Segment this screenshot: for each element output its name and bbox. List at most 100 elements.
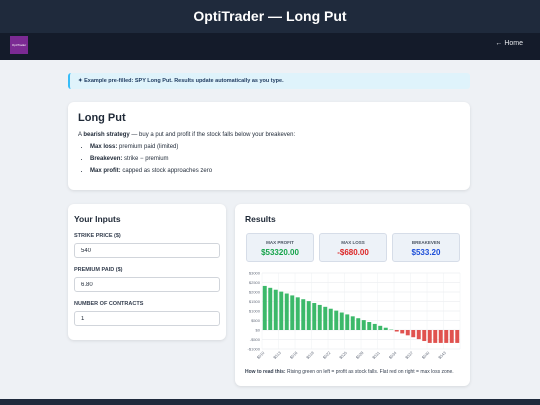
x-tick-label: $540 (421, 350, 431, 360)
bar (268, 287, 273, 330)
bar (416, 330, 421, 340)
bar (279, 291, 284, 330)
contracts-input[interactable] (74, 311, 220, 326)
results-title: Results (245, 214, 276, 224)
x-tick-label: $510 (256, 350, 266, 360)
bar (334, 310, 339, 330)
bold-text: bearish strategy (83, 132, 130, 138)
intro-text: A bearish strategy — buy a put and profi… (78, 132, 460, 138)
list-item: Max loss: premium paid (limited) (90, 144, 460, 150)
chart-note: How to read this: Rising green on left =… (245, 369, 454, 375)
bar (339, 312, 344, 330)
results-card: Results MAX PROFIT $53320.00 MAX LOSS -$68… (235, 204, 470, 386)
x-tick-label: $534 (388, 350, 398, 360)
stat-value: -$680.00 (337, 248, 369, 257)
x-tick-label: $537 (404, 350, 414, 360)
note-text: Rising green on left = profit as stock f… (286, 369, 454, 375)
item-text: strike − premium (124, 156, 169, 162)
note-label: How to read this: (245, 369, 286, 375)
x-tick-label: $531 (371, 350, 381, 360)
bar (273, 289, 278, 330)
bar (372, 323, 377, 330)
x-tick-label: $519 (305, 350, 315, 360)
x-tick-label: $513 (272, 350, 282, 360)
home-link[interactable]: ← Home (495, 40, 523, 47)
bar (367, 322, 372, 330)
bar (317, 304, 322, 330)
y-tick-label: $2500 (249, 280, 261, 285)
field-label: PREMIUM PAID ($) (74, 267, 123, 273)
stat-label: MAX LOSS (341, 240, 365, 245)
logo[interactable]: OptiTrader (10, 36, 28, 54)
y-tick-label: -$500 (250, 337, 261, 342)
y-tick-label: $1500 (249, 299, 261, 304)
y-tick-label: $3000 (249, 270, 261, 275)
intro-card: Long Put A bearish strategy — buy a put … (68, 102, 470, 190)
bar (356, 318, 361, 330)
list: Max loss: premium paid (limited) Breakev… (78, 144, 460, 174)
bar (345, 314, 350, 330)
stat-box: MAX LOSS -$680.00 (319, 233, 387, 262)
x-tick-label: $522 (322, 350, 332, 360)
x-tick-label: $525 (338, 350, 348, 360)
item-label: Breakeven: (90, 156, 123, 162)
bar (444, 330, 449, 343)
bar (455, 330, 460, 343)
stat-box: BREAKEVEN $533.20 (392, 233, 460, 262)
y-tick-label: $0 (256, 327, 261, 332)
bar (284, 293, 289, 330)
text: A (78, 132, 82, 138)
stat-label: MAX PROFIT (266, 240, 294, 245)
bar (405, 330, 410, 336)
bar (378, 325, 383, 330)
bar (295, 297, 300, 330)
strike-input[interactable] (74, 243, 220, 258)
inputs-title: Your Inputs (74, 214, 121, 224)
bar (449, 330, 454, 343)
bar (301, 299, 306, 330)
bar (411, 330, 416, 338)
intro-title: Long Put (78, 112, 126, 124)
field-label: NUMBER OF CONTRACTS (74, 301, 144, 307)
app-title: OptiTrader — Long Put (0, 0, 540, 33)
text: — buy a put and profit if the stock fall… (131, 132, 296, 138)
x-tick-label: $543 (437, 350, 447, 360)
bar (361, 320, 366, 330)
bar (438, 330, 443, 343)
y-tick-label: $2000 (249, 289, 261, 294)
bar (427, 330, 432, 343)
item-text: capped as stock approaches zero (122, 168, 213, 174)
stat-box: MAX PROFIT $53320.00 (246, 233, 314, 262)
list-item: Max profit: capped as stock approaches z… (90, 168, 460, 174)
y-tick-label: $1000 (249, 308, 261, 313)
x-tick-label: $528 (355, 350, 365, 360)
stat-value: $533.20 (411, 248, 441, 257)
bar (350, 316, 355, 330)
nav-bar: OptiTrader ← Home (0, 33, 540, 60)
bar (306, 301, 311, 330)
bar (400, 330, 405, 334)
bar (312, 303, 317, 330)
bar (394, 330, 399, 332)
footer (0, 399, 540, 405)
y-tick-label: -$1000 (248, 346, 261, 351)
chart: -$1000 -$500 $0 $500 $1000 $1500 $2000 $2500 $30… (248, 270, 461, 360)
alert: ✦ Example pre-filled: SPY Long Put. Resu… (68, 73, 470, 89)
y-tick-label: $500 (251, 318, 261, 323)
bar (328, 308, 333, 330)
item-text: premium paid (limited) (119, 144, 179, 150)
bar (290, 295, 295, 330)
inputs-card: Your Inputs STRIKE PRICE ($) PREMIUM PAI… (68, 204, 226, 340)
premium-input[interactable] (74, 277, 220, 292)
list-item: Breakeven: strike − premium (90, 156, 460, 162)
bar (422, 330, 427, 342)
bar (323, 306, 328, 330)
stat-label: BREAKEVEN (411, 240, 441, 245)
bar (433, 330, 438, 343)
x-tick-label: $516 (289, 350, 299, 360)
stat-value: $53320.00 (261, 248, 299, 257)
bar (262, 285, 267, 330)
item-label: Max profit: (90, 168, 121, 174)
